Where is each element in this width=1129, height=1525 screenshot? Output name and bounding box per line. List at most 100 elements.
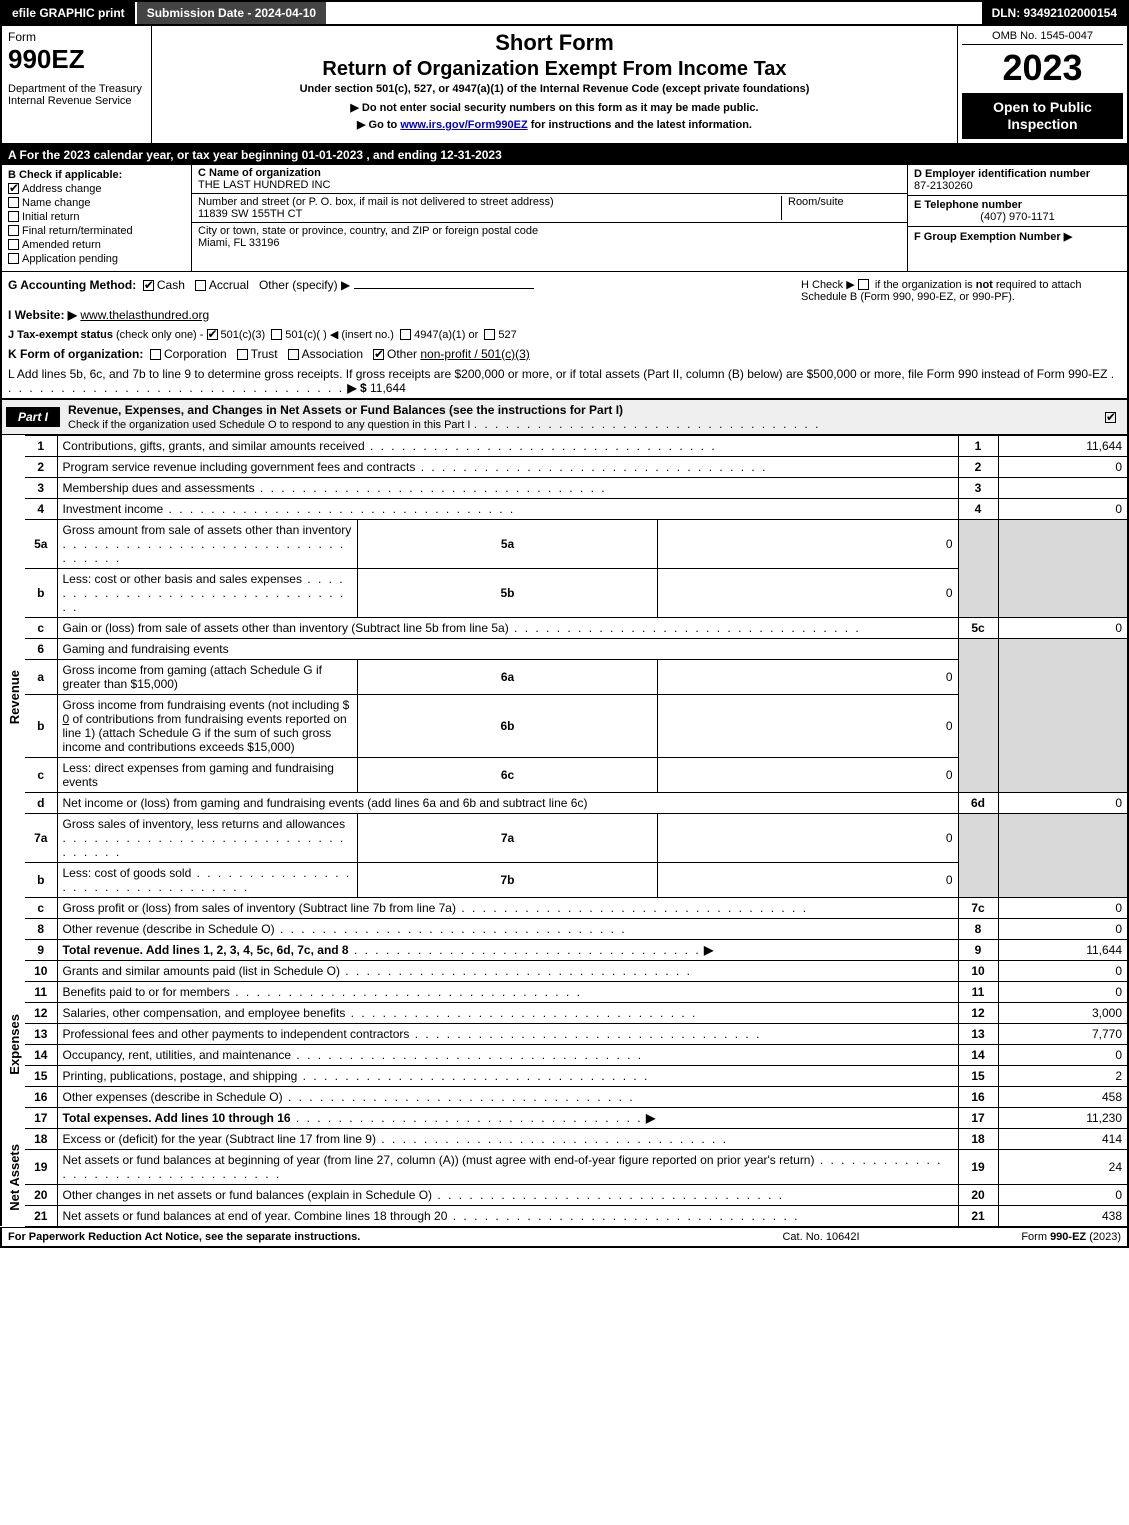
line-col: 12 [958, 1002, 998, 1023]
chk-assoc[interactable] [288, 349, 299, 360]
chk-app-pending[interactable]: Application pending [8, 253, 185, 265]
chk-trust[interactable] [237, 349, 248, 360]
checkbox-icon [8, 225, 19, 236]
dots-icon [415, 460, 767, 474]
line-amt: 0 [998, 792, 1128, 813]
h-post-1: if the organization is [875, 279, 976, 291]
form-ref-num: 990-EZ [1050, 1231, 1086, 1243]
chk-4947[interactable] [400, 329, 411, 340]
lines-table: Revenue 1 Contributions, gifts, grants, … [0, 435, 1129, 1227]
line-num: 12 [25, 1002, 57, 1023]
line-num: 10 [25, 960, 57, 981]
dots-icon [291, 1048, 643, 1062]
arrow-icon: ▶ [646, 1111, 655, 1125]
line-text: Printing, publications, postage, and shi… [63, 1069, 298, 1083]
other-specify-input[interactable] [354, 288, 534, 289]
chk-501c3[interactable] [207, 329, 218, 340]
dots-icon [255, 481, 607, 495]
row-l: L Add lines 5b, 6c, and 7b to line 9 to … [0, 364, 1129, 399]
line-col: 8 [958, 918, 998, 939]
table-row: 7a Gross sales of inventory, less return… [1, 813, 1128, 862]
l-text: L Add lines 5b, 6c, and 7b to line 9 to … [8, 367, 1107, 381]
table-row: 11 Benefits paid to or for members 11 0 [1, 981, 1128, 1002]
chk-cash[interactable] [143, 280, 154, 291]
table-row: 17 Total expenses. Add lines 10 through … [1, 1107, 1128, 1128]
line-desc: Total expenses. Add lines 10 through 16 … [57, 1107, 958, 1128]
sub-col: 6a [357, 659, 657, 694]
website-value[interactable]: www.thelasthundred.org [80, 308, 209, 322]
part1-check[interactable] [1105, 410, 1127, 424]
shade-cell [958, 813, 998, 897]
chk-final-return[interactable]: Final return/terminated [8, 225, 185, 237]
line-amt: 414 [998, 1128, 1128, 1149]
k-label: K Form of organization: [8, 347, 143, 361]
opt-501c3: 501(c)(3) [221, 329, 266, 341]
dots-icon [283, 1090, 635, 1104]
chk-schedule-b[interactable] [858, 279, 869, 290]
subtitle: Under section 501(c), 527, or 4947(a)(1)… [158, 83, 951, 95]
table-row: 5a Gross amount from sale of assets othe… [1, 519, 1128, 568]
chk-name-change[interactable]: Name change [8, 197, 185, 209]
line-text: Professional fees and other payments to … [63, 1027, 410, 1041]
line-desc: Other revenue (describe in Schedule O) [57, 918, 958, 939]
line-amt: 3,000 [998, 1002, 1128, 1023]
chk-accrual[interactable] [195, 280, 206, 291]
line-desc: Net assets or fund balances at end of ye… [57, 1205, 958, 1226]
arrow-icon: ▶ [1064, 231, 1072, 243]
line-text: Gross income from fundraising events (no… [63, 698, 350, 712]
table-row: d Net income or (loss) from gaming and f… [1, 792, 1128, 813]
submission-date-label: Submission Date - 2024-04-10 [137, 2, 326, 24]
line-col: 13 [958, 1023, 998, 1044]
irs-link[interactable]: www.irs.gov/Form990EZ [400, 119, 527, 131]
chk-initial-label: Initial return [22, 211, 79, 223]
opt-trust: Trust [251, 347, 278, 361]
chk-initial-return[interactable]: Initial return [8, 211, 185, 223]
line-text: Investment income [63, 502, 164, 516]
line-col: 6d [958, 792, 998, 813]
line-desc: Printing, publications, postage, and shi… [57, 1065, 958, 1086]
dots-icon [63, 831, 346, 859]
chk-other-org[interactable] [373, 349, 384, 360]
line-amt: 0 [998, 960, 1128, 981]
line-num: 11 [25, 981, 57, 1002]
box-d: D Employer identification number 87-2130… [908, 165, 1127, 196]
netassets-side-label: Net Assets [1, 1128, 25, 1226]
g-label: G Accounting Method: [8, 278, 136, 292]
line-num: d [25, 792, 57, 813]
line-text: Gain or (loss) from sale of assets other… [63, 621, 509, 635]
line-text: Program service revenue including govern… [63, 460, 416, 474]
org-address-row: Number and street (or P. O. box, if mail… [192, 194, 907, 223]
dots-icon [345, 1006, 697, 1020]
chk-501c[interactable] [271, 329, 282, 340]
chk-corp[interactable] [150, 349, 161, 360]
goto-post: for instructions and the latest informat… [528, 119, 752, 131]
line-num: 8 [25, 918, 57, 939]
page-footer: For Paperwork Reduction Act Notice, see … [0, 1227, 1129, 1248]
efile-print-button[interactable]: efile GRAPHIC print [2, 2, 137, 24]
top-bar: efile GRAPHIC print Submission Date - 20… [0, 0, 1129, 24]
line-col: 11 [958, 981, 998, 1002]
line-desc: Salaries, other compensation, and employ… [57, 1002, 958, 1023]
topbar-spacer [326, 2, 981, 24]
chk-527[interactable] [484, 329, 495, 340]
line-num: b [25, 568, 57, 617]
row-g-h: G Accounting Method: Cash Accrual Other … [0, 272, 1129, 305]
table-row: 16 Other expenses (describe in Schedule … [1, 1086, 1128, 1107]
opt-other-pre: Other [387, 347, 420, 361]
table-row: 3 Membership dues and assessments 3 [1, 477, 1128, 498]
org-name-row: C Name of organization THE LAST HUNDRED … [192, 165, 907, 194]
line-num: c [25, 897, 57, 918]
row-j: J Tax-exempt status (check only one) - 5… [0, 325, 1129, 344]
line-text: Other changes in net assets or fund bala… [63, 1188, 433, 1202]
org-name-label: C Name of organization [198, 167, 330, 179]
line-num: b [25, 862, 57, 897]
form-header: Form 990EZ Department of the Treasury In… [0, 24, 1129, 145]
chk-amended-return[interactable]: Amended return [8, 239, 185, 251]
city-label: City or town, state or province, country… [198, 225, 538, 237]
line-col: 3 [958, 477, 998, 498]
line-col: 9 [958, 939, 998, 960]
line-desc: Membership dues and assessments [57, 477, 958, 498]
chk-address-change[interactable]: Address change [8, 183, 185, 195]
part1-checknote: Check if the organization used Schedule … [68, 419, 470, 431]
addr-label: Number and street (or P. O. box, if mail… [198, 196, 781, 208]
